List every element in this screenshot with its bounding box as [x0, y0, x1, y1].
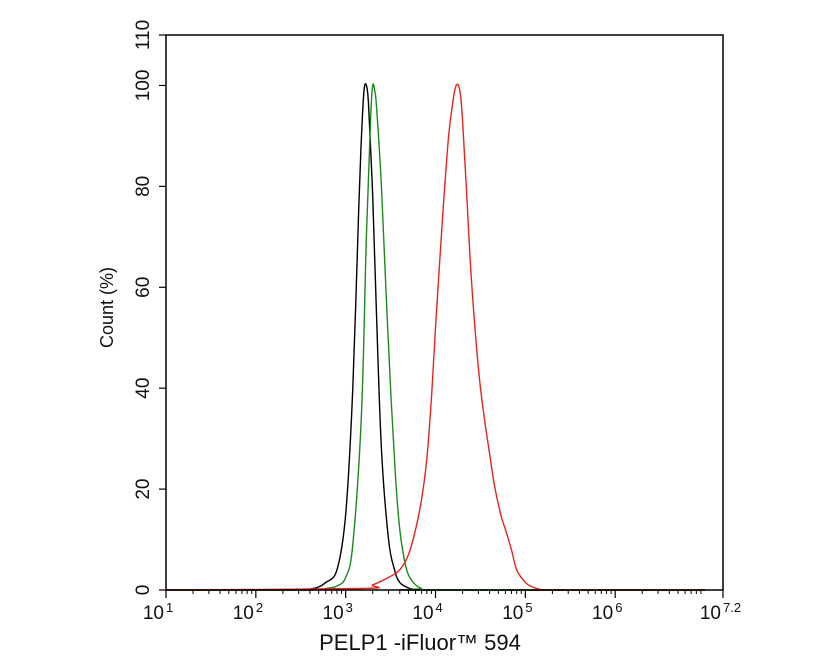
x-tick-label-base: 10 — [700, 603, 721, 624]
tick-marks — [159, 34, 724, 598]
x-tick-label-base: 10 — [412, 603, 433, 624]
series-line-3 — [165, 83, 706, 591]
x-tick-label-base: 10 — [233, 603, 254, 624]
x-axis-title: PELP1 -iFluor™ 594 — [319, 630, 521, 655]
x-tick-label-base: 10 — [502, 603, 523, 624]
y-tick-label: 110 — [133, 20, 154, 50]
series-line-2 — [166, 83, 706, 591]
y-tick-label: 80 — [133, 176, 154, 197]
plot-frame — [165, 34, 724, 591]
x-tick-label-exponent: 5 — [525, 600, 532, 615]
y-axis-title: Count (%) — [97, 267, 117, 348]
y-tick-label: 0 — [133, 585, 154, 596]
x-tick-label-exponent: 3 — [346, 600, 353, 615]
x-tick-label-exponent: 4 — [436, 600, 443, 615]
y-tick-label: 100 — [133, 70, 154, 102]
x-tick-label-base: 10 — [143, 603, 164, 624]
x-tick-label-exponent: 6 — [615, 600, 622, 615]
y-tick-label: 40 — [133, 378, 154, 399]
y-tick-label: 20 — [133, 479, 154, 500]
x-tick-label-base: 10 — [592, 603, 613, 624]
y-tick-label: 60 — [133, 277, 154, 298]
series-line-1 — [166, 83, 706, 591]
x-tick-label-exponent: 2 — [256, 600, 263, 615]
x-tick-label-base: 10 — [323, 603, 344, 624]
x-tick-label-exponent: 7.2 — [723, 600, 741, 615]
x-tick-label-exponent: 1 — [166, 600, 173, 615]
series-lines — [165, 83, 706, 591]
